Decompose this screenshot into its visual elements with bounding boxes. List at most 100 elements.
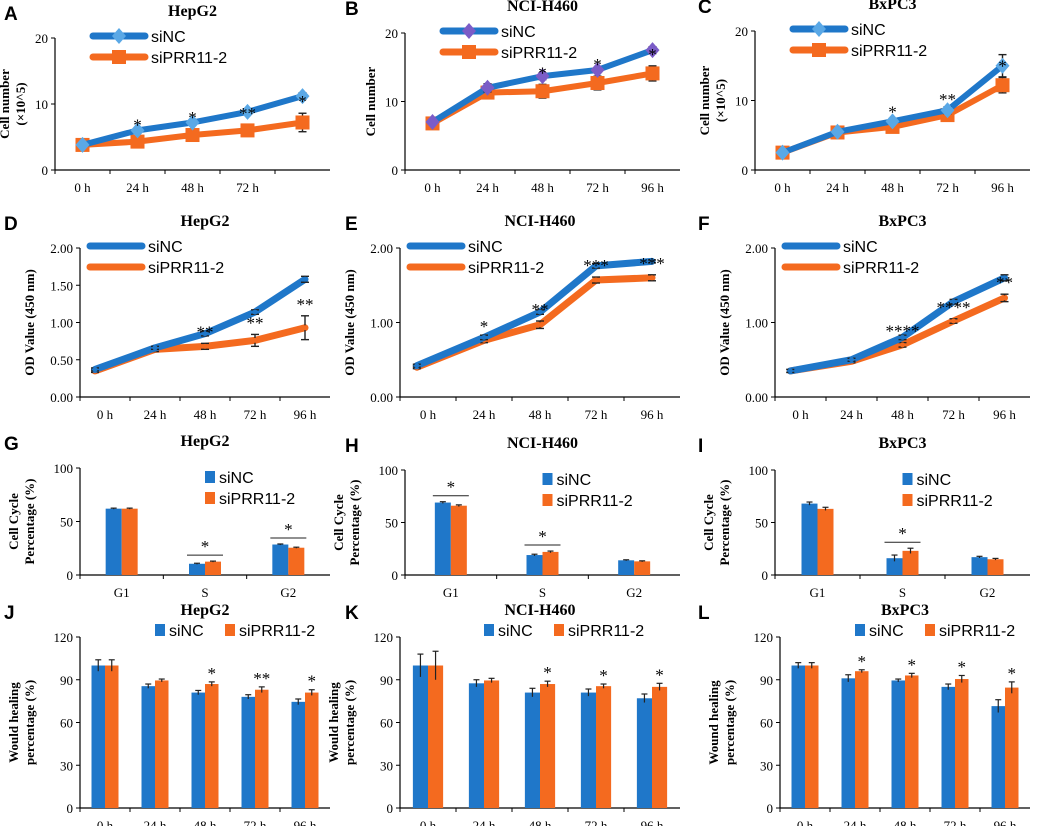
data-point-sinc (593, 263, 599, 269)
y-tick-label: 90 (760, 673, 773, 688)
data-point-siprr11-2 (295, 115, 310, 130)
data-point-sinc (302, 276, 308, 282)
data-point-siprr11-2 (951, 318, 956, 324)
y-tick-label: 2.00 (50, 241, 73, 256)
bar-sinc (434, 502, 451, 575)
legend-swatch-siprr11-2 (205, 492, 215, 504)
data-point-sinc (995, 57, 1010, 74)
data-point-sinc (202, 331, 208, 337)
significance-mark: * (1008, 664, 1017, 683)
y-axis-label: Percentage (%) (347, 479, 362, 565)
panel-label: D (4, 214, 18, 235)
data-point-sinc (295, 88, 310, 105)
bar-sinc (841, 678, 855, 808)
data-point-siprr11-2 (593, 277, 599, 283)
y-tick-label: 0.00 (745, 390, 768, 405)
y-tick-label: 90 (60, 673, 73, 688)
y-tick-label: 0.50 (50, 353, 73, 368)
x-tick-label: 72 h (936, 180, 959, 195)
legend-label: siPRR11-2 (851, 43, 927, 60)
x-tick-label: 96 h (993, 407, 1016, 422)
panel-label: L (698, 603, 710, 624)
x-tick-label: G1 (443, 585, 459, 600)
x-tick-label: 0 h (74, 180, 91, 195)
data-point-sinc (951, 299, 956, 305)
x-tick-label: 0 h (97, 818, 114, 826)
y-axis-label: OD Value (450 nm) (22, 269, 37, 376)
legend-label: siNC (917, 472, 952, 489)
legend-label: siNC (557, 472, 592, 489)
legend-label: siNC (498, 623, 533, 640)
panel-label: I (698, 436, 703, 457)
y-tick-label: 120 (54, 630, 74, 645)
bar-sinc (580, 692, 596, 808)
bar-siprr11-2 (205, 684, 219, 808)
y-tick-label: 0 (387, 801, 394, 816)
bar-siprr11-2 (905, 675, 919, 808)
significance-mark: ** (247, 313, 264, 332)
panel-title: BxPC3 (881, 602, 929, 619)
bar-siprr11-2 (1005, 687, 1019, 808)
y-tick-label: 100 (379, 463, 399, 478)
significance-mark: *** (583, 256, 609, 275)
legend-swatch-sinc (205, 471, 215, 483)
x-tick-label: 48 h (529, 407, 552, 422)
y-tick-label: 1.00 (50, 316, 73, 331)
data-point-siprr11-2 (240, 123, 255, 138)
panel-title: HepG2 (181, 602, 230, 619)
panel-title: HepG2 (168, 3, 217, 20)
significance-mark: * (958, 657, 967, 676)
y-tick-label: 0 (742, 163, 749, 178)
significance-mark: * (480, 317, 489, 336)
bar-sinc (526, 555, 543, 575)
panel-title: BxPC3 (879, 213, 927, 230)
legend-label: siPRR11-2 (557, 493, 633, 510)
x-tick-label: 96 h (991, 180, 1014, 195)
x-tick-label: 0 h (797, 818, 814, 826)
y-axis-label: Cell Cycle (6, 493, 21, 550)
bar-sinc (412, 665, 428, 808)
legend-swatch-siprr11-2 (225, 624, 235, 636)
bar-sinc (636, 698, 652, 808)
y-tick-label: 2.00 (370, 241, 393, 256)
y-tick-label: 1.50 (50, 278, 73, 293)
data-point-siprr11-2 (590, 76, 605, 91)
x-tick-label: S (201, 585, 208, 600)
legend-label: siNC (851, 22, 886, 39)
x-tick-label: 72 h (585, 407, 608, 422)
significance-mark: * (308, 672, 317, 691)
x-tick-label: 72 h (942, 407, 965, 422)
y-axis-label: percentage (%) (22, 680, 37, 765)
data-point-sinc (645, 42, 660, 59)
x-tick-label: 96 h (994, 818, 1017, 826)
legend-label: siNC (151, 29, 186, 46)
bar-sinc (91, 665, 105, 808)
y-tick-label: 0 (42, 163, 49, 178)
x-tick-label: 96 h (641, 818, 664, 826)
bar-siprr11-2 (450, 505, 467, 575)
y-axis-label: Cell number (0, 69, 12, 139)
panel-label: H (345, 436, 359, 457)
x-tick-label: 0 h (97, 407, 114, 422)
significance-mark: * (543, 663, 552, 682)
data-point-sinc (152, 345, 158, 351)
x-tick-label: 48 h (894, 818, 917, 826)
significance-mark: * (284, 520, 293, 539)
x-tick-label: 72 h (585, 818, 608, 826)
x-tick-label: G1 (114, 585, 130, 600)
data-point-siprr11-2 (202, 343, 208, 349)
data-point-siprr11-2 (1002, 295, 1007, 301)
y-axis-label: Cell Cycle (701, 494, 716, 551)
y-tick-label: 0.00 (370, 390, 393, 405)
data-point-sinc (885, 113, 900, 130)
data-point-sinc (849, 357, 854, 363)
y-tick-label: 0 (392, 163, 399, 178)
y-tick-label: 0 (762, 568, 769, 583)
data-point-sinc (185, 114, 200, 131)
legend-swatch-sinc (542, 473, 553, 485)
x-tick-label: 24 h (844, 818, 867, 826)
x-tick-label: 96 h (641, 407, 664, 422)
bar-siprr11-2 (634, 561, 651, 575)
bar-sinc (272, 544, 289, 575)
